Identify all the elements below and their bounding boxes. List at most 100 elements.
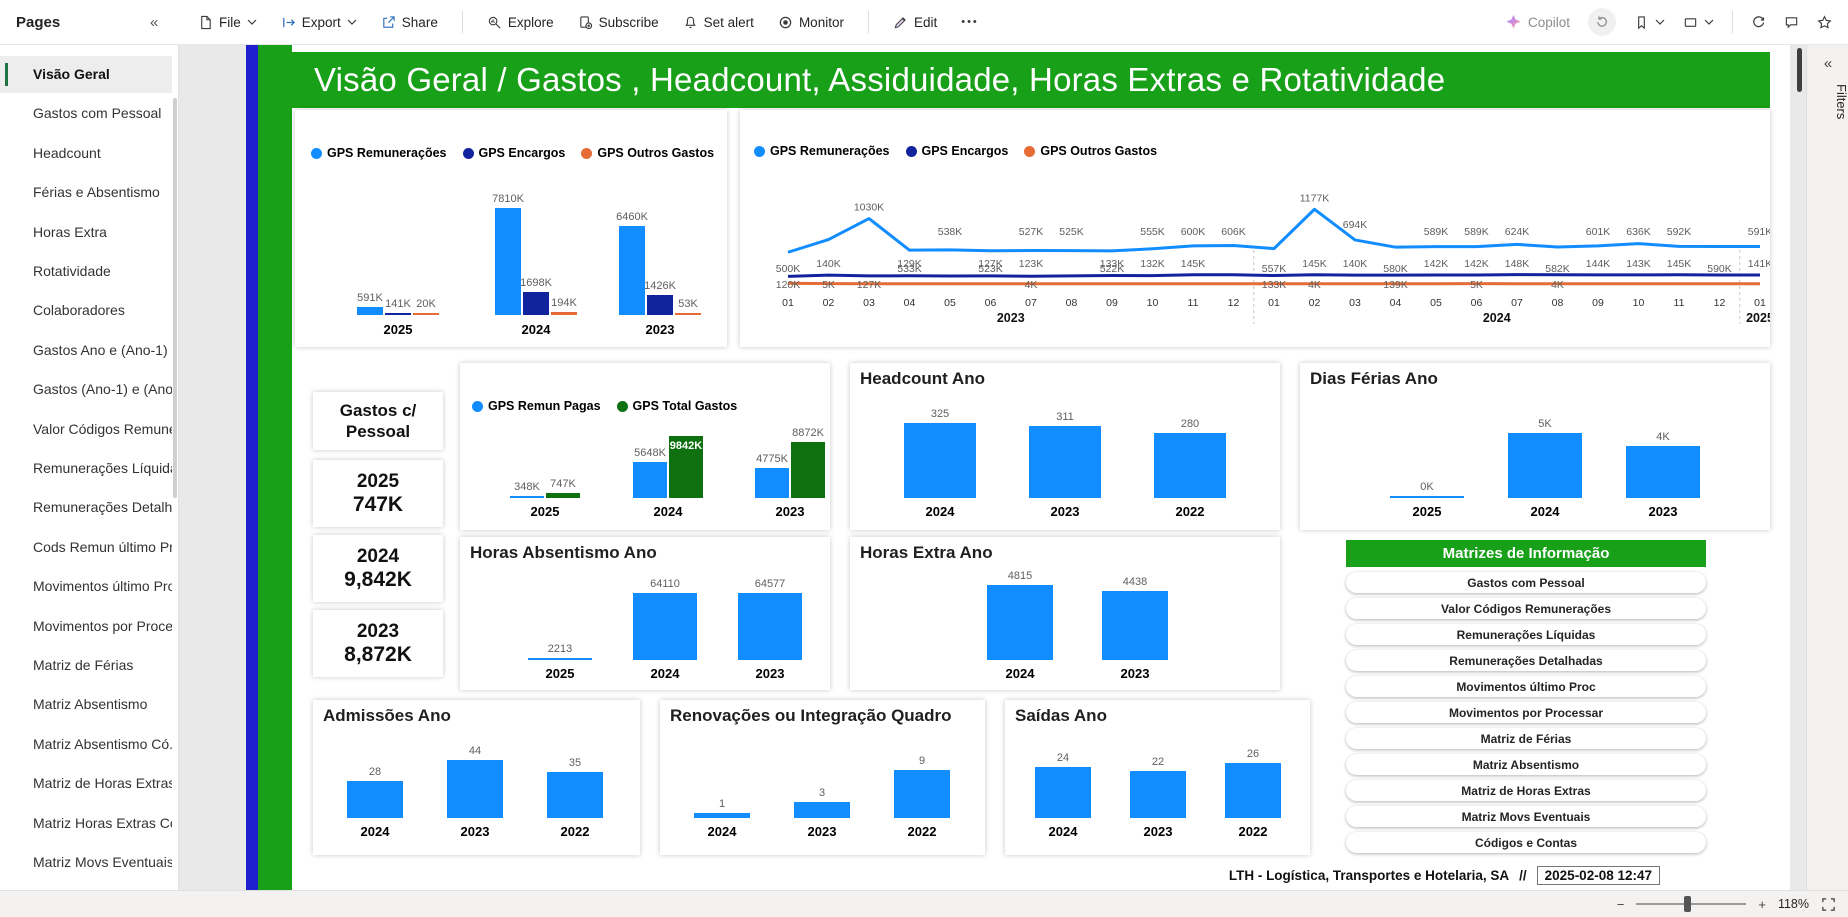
matriz-button[interactable]: Matriz de Férias bbox=[1346, 728, 1706, 749]
zoom-in-button[interactable]: + bbox=[1758, 896, 1766, 912]
sidebar-item[interactable]: Matriz Horas Extras Có... bbox=[33, 814, 172, 831]
sidebar-item[interactable]: Gastos Ano e (Ano-1) bbox=[33, 341, 168, 358]
matriz-button[interactable]: Códigos e Contas bbox=[1346, 832, 1706, 853]
bar-2023[interactable] bbox=[755, 467, 789, 498]
sidebar-item[interactable]: Cods Remun último Pr... bbox=[33, 538, 172, 555]
bar-2023[interactable] bbox=[794, 802, 850, 818]
zoom-slider[interactable] bbox=[1636, 896, 1747, 912]
matriz-button[interactable]: Movimentos último Proc bbox=[1346, 676, 1706, 697]
matriz-button[interactable]: Remunerações Detalhadas bbox=[1346, 650, 1706, 671]
edit-button[interactable]: Edit bbox=[893, 15, 937, 30]
bar-2024[interactable] bbox=[1508, 433, 1582, 498]
bar-2022[interactable] bbox=[1154, 433, 1226, 498]
bar-2023[interactable] bbox=[1626, 446, 1700, 498]
copilot-button[interactable]: Copilot bbox=[1505, 14, 1570, 31]
bar-2024[interactable] bbox=[633, 593, 697, 660]
bar-2023[interactable] bbox=[1102, 590, 1168, 660]
export-menu[interactable]: Export bbox=[281, 15, 357, 30]
bar-2025[interactable] bbox=[413, 312, 439, 315]
bar-2022[interactable] bbox=[547, 771, 603, 818]
monitor-button[interactable]: Monitor bbox=[778, 15, 844, 30]
sidebar-item[interactable]: Matriz de Férias bbox=[33, 657, 134, 673]
bar-2024[interactable] bbox=[495, 208, 521, 315]
bar-2024[interactable] bbox=[904, 423, 976, 498]
fit-to-page-icon[interactable] bbox=[1821, 897, 1836, 912]
bar-2022[interactable] bbox=[894, 770, 950, 818]
bookmarks-menu[interactable] bbox=[1634, 15, 1665, 30]
bar-2024[interactable] bbox=[1035, 767, 1091, 818]
sidebar-item[interactable]: Colaboradores bbox=[33, 302, 125, 319]
legend-item[interactable]: GPS Encargos bbox=[905, 144, 1008, 158]
comments-button[interactable] bbox=[1784, 15, 1799, 30]
view-menu[interactable] bbox=[1683, 15, 1714, 30]
matriz-button[interactable]: Remunerações Líquidas bbox=[1346, 624, 1706, 645]
filters-expand-icon[interactable]: « bbox=[1823, 54, 1833, 72]
bar-2024[interactable] bbox=[551, 312, 577, 315]
subscribe-button[interactable]: Subscribe bbox=[578, 15, 659, 30]
sidebar-item[interactable]: Remunerações Líquidas bbox=[33, 460, 172, 476]
bar-2024[interactable] bbox=[669, 436, 703, 498]
bar-2023[interactable] bbox=[619, 226, 645, 315]
legend-item[interactable]: GPS Encargos bbox=[462, 146, 565, 160]
matriz-button[interactable]: Matriz Absentismo bbox=[1346, 754, 1706, 775]
sidebar-item[interactable]: Matriz de Horas Extras bbox=[33, 775, 172, 792]
zoom-slider-thumb[interactable] bbox=[1684, 896, 1692, 912]
zoom-out-button[interactable]: − bbox=[1616, 896, 1625, 912]
sidebar-item[interactable]: Rotatividade bbox=[33, 263, 111, 279]
bar-2022[interactable] bbox=[1225, 763, 1281, 818]
bar-2024[interactable] bbox=[987, 585, 1053, 660]
line-series[interactable] bbox=[787, 273, 1761, 278]
sidebar-item[interactable]: Visão Geral bbox=[0, 56, 172, 93]
sidebar-item[interactable]: Gastos (Ano-1) e (Ano... bbox=[33, 381, 172, 398]
bar-2025[interactable] bbox=[510, 495, 544, 498]
bar-2024[interactable] bbox=[633, 462, 667, 498]
sidebar-item[interactable]: Headcount bbox=[33, 144, 101, 161]
share-button[interactable]: Share bbox=[381, 15, 438, 30]
sidebar-item[interactable]: Movimentos último Proc bbox=[33, 578, 172, 595]
bar-2023[interactable] bbox=[1130, 771, 1186, 818]
refresh-button[interactable] bbox=[1751, 15, 1766, 30]
matriz-button[interactable]: Matriz Movs Eventuais bbox=[1346, 806, 1706, 827]
bar-2025[interactable] bbox=[546, 493, 580, 498]
sidebar-item[interactable]: Remunerações Detalha... bbox=[33, 499, 172, 516]
legend-item[interactable]: GPS Remunerações bbox=[754, 144, 890, 158]
line-chart-plot[interactable]: 500K 1030K 533K 538K 523K 527K 525K 522K 555K 600… bbox=[740, 110, 1770, 347]
bar-2024[interactable] bbox=[523, 291, 549, 315]
bar-2023[interactable] bbox=[675, 312, 701, 315]
pages-collapse-icon[interactable]: « bbox=[150, 13, 159, 31]
reset-button[interactable] bbox=[1588, 8, 1616, 36]
file-menu[interactable]: File bbox=[198, 15, 257, 30]
explore-button[interactable]: Explore bbox=[487, 15, 554, 30]
bar-2025[interactable] bbox=[1390, 496, 1464, 498]
sidebar-item[interactable]: Movimentos por Proce... bbox=[33, 617, 172, 634]
bar-2025[interactable] bbox=[385, 312, 411, 315]
matriz-button[interactable]: Movimentos por Processar bbox=[1346, 702, 1706, 723]
legend-item[interactable]: GPS Remun Pagas bbox=[472, 399, 601, 413]
canvas-scrollbar[interactable] bbox=[1797, 48, 1802, 92]
sidebar-item[interactable]: Matriz Absentismo bbox=[33, 696, 148, 713]
bar-2023[interactable] bbox=[447, 760, 503, 818]
set-alert-button[interactable]: Set alert bbox=[683, 15, 754, 30]
bar-2025[interactable] bbox=[357, 306, 383, 315]
line-series[interactable] bbox=[787, 207, 1761, 254]
legend-item[interactable]: GPS Total Gastos bbox=[616, 399, 737, 413]
matriz-button[interactable]: Valor Códigos Remunerações bbox=[1346, 598, 1706, 619]
line-series[interactable] bbox=[787, 281, 1760, 286]
sidebar-item[interactable]: Gastos com Pessoal bbox=[33, 105, 162, 122]
legend-item[interactable]: GPS Remunerações bbox=[311, 146, 447, 160]
matriz-button[interactable]: Matriz de Horas Extras bbox=[1346, 780, 1706, 801]
legend-item[interactable]: GPS Outros Gastos bbox=[1024, 144, 1157, 158]
bar-2023[interactable] bbox=[791, 442, 825, 498]
more-options-button[interactable]: ••• bbox=[961, 16, 979, 28]
sidebar-item[interactable]: Matriz Absentismo Có... bbox=[33, 735, 172, 752]
legend-item[interactable]: GPS Outros Gastos bbox=[581, 146, 714, 160]
bar-2024[interactable] bbox=[694, 812, 750, 818]
matriz-button[interactable]: Gastos com Pessoal bbox=[1346, 572, 1706, 593]
bar-2024[interactable] bbox=[347, 781, 403, 818]
sidebar-item[interactable]: Matriz Movs Eventuais bbox=[33, 854, 172, 870]
sidebar-scrollbar[interactable] bbox=[173, 98, 177, 498]
sidebar-item[interactable]: Horas Extra bbox=[33, 223, 107, 240]
bar-2025[interactable] bbox=[528, 657, 592, 660]
sidebar-item[interactable]: Valor Códigos Remune... bbox=[33, 420, 172, 437]
sidebar-item[interactable]: Férias e Absentismo bbox=[33, 184, 160, 201]
